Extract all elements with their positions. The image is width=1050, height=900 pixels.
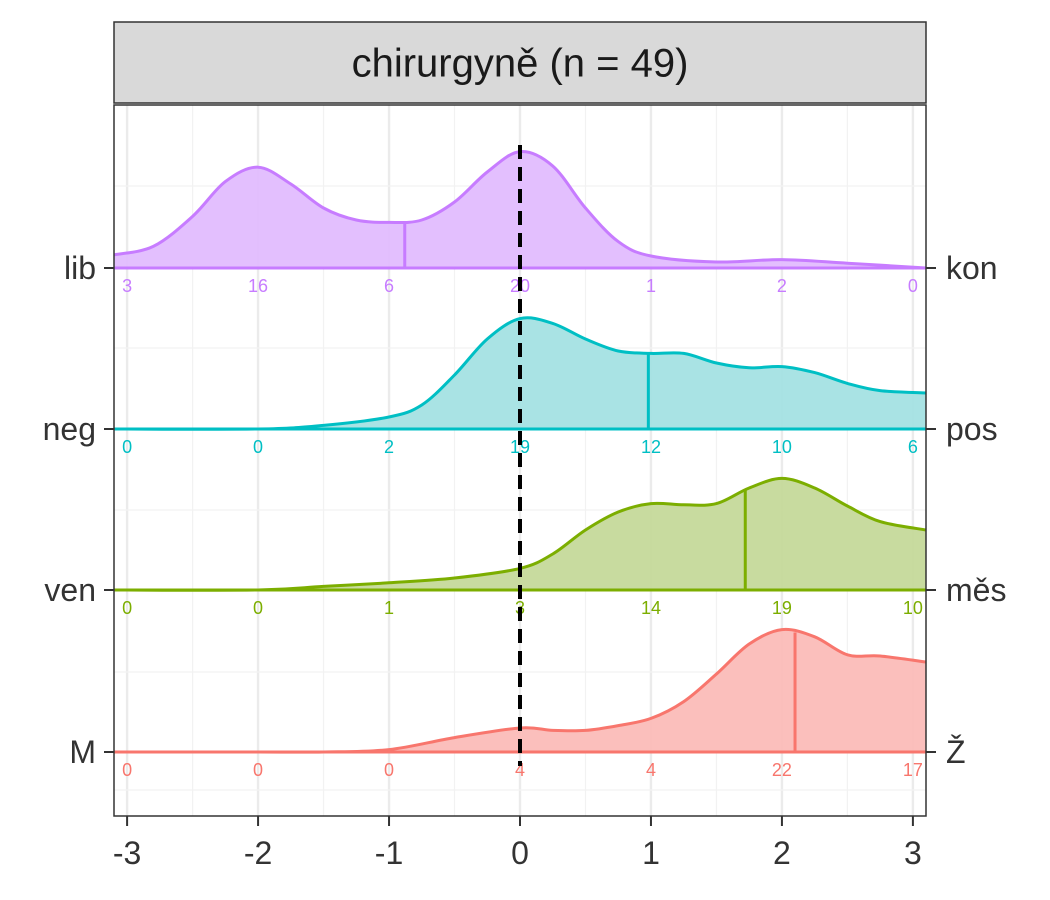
facet-strip (113, 21, 927, 104)
y-label-right: Ž (946, 734, 966, 770)
count-label: 1 (384, 598, 394, 618)
count-label: 0 (253, 760, 263, 780)
count-label: 6 (908, 437, 918, 457)
count-label: 19 (510, 437, 530, 457)
x-tick-label: 0 (511, 835, 529, 871)
count-label: 12 (641, 437, 661, 457)
density-area (114, 151, 926, 268)
count-label: 0 (253, 437, 263, 457)
count-label: 0 (384, 760, 394, 780)
y-label-right: kon (946, 250, 998, 286)
count-label: 2 (384, 437, 394, 457)
density-area (114, 629, 926, 753)
density-line (113, 476, 927, 592)
y-label-right: pos (946, 411, 998, 447)
density-area (114, 478, 926, 591)
x-tick-label: 1 (642, 835, 660, 871)
count-label: 2 (777, 276, 787, 296)
count-label: 19 (772, 598, 792, 618)
y-label-left: lib (64, 250, 96, 286)
x-tick-label: -1 (375, 835, 403, 871)
count-label: 17 (903, 760, 923, 780)
density-line (114, 627, 927, 754)
y-label-right: měs (946, 572, 1006, 608)
count-label: 10 (772, 437, 792, 457)
count-label: 1 (646, 276, 656, 296)
x-tick-label: 2 (773, 835, 791, 871)
x-tick-label: -2 (244, 835, 272, 871)
density-line (113, 316, 927, 431)
y-label-left: neg (43, 411, 96, 447)
count-label: 0 (122, 598, 132, 618)
count-label: 0 (122, 437, 132, 457)
count-label: 16 (248, 276, 268, 296)
y-label-left: M (69, 734, 96, 770)
y-label-left: ven (44, 572, 96, 608)
count-label: 0 (122, 760, 132, 780)
count-label: 6 (384, 276, 394, 296)
density-line (113, 150, 927, 270)
count-label: 4 (515, 760, 525, 780)
count-label: 0 (253, 598, 263, 618)
count-label: 22 (772, 760, 792, 780)
count-label: 4 (646, 760, 656, 780)
x-tick-label: -3 (113, 835, 141, 871)
count-label: 0 (908, 276, 918, 296)
chart-title: chirurgyně (n = 49) (352, 42, 689, 86)
count-label: 10 (903, 598, 923, 618)
count-label: 3 (122, 276, 132, 296)
x-tick-label: 3 (904, 835, 922, 871)
count-label: 14 (641, 598, 661, 618)
